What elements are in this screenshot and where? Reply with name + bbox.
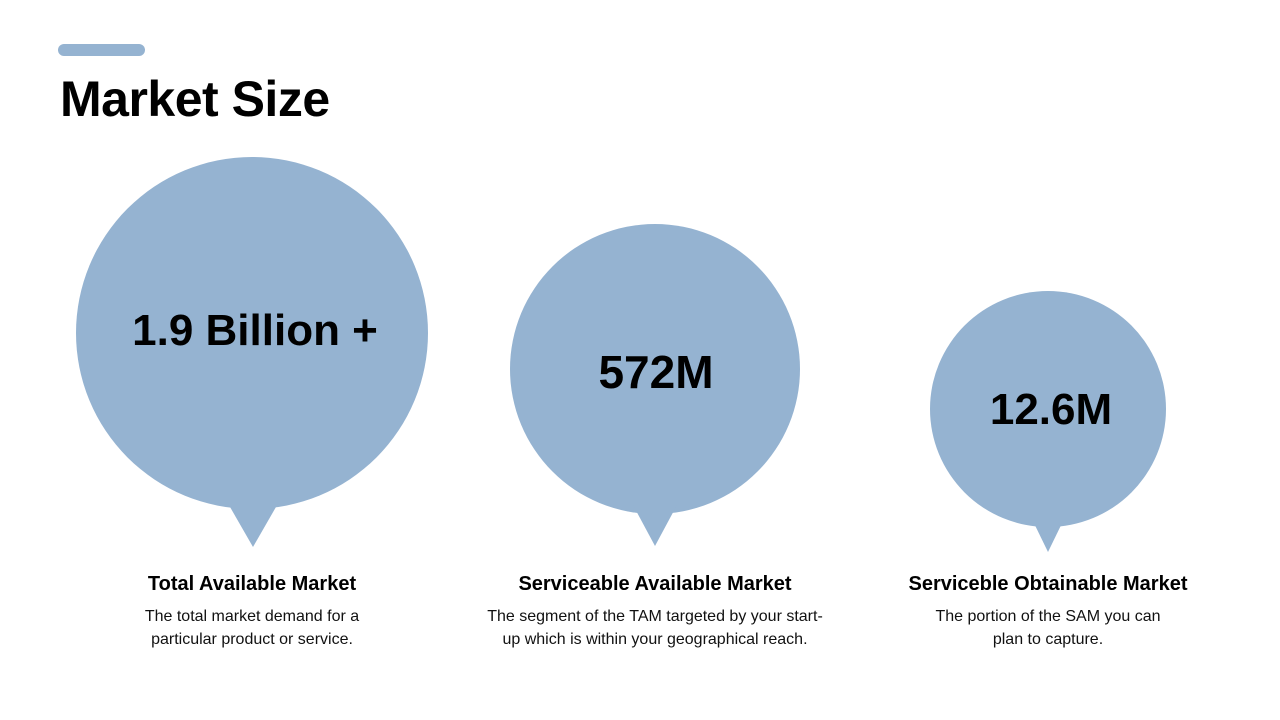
tam-description-line: particular product or service. [151, 631, 353, 648]
som-bubble [930, 291, 1166, 552]
tam-label-block: Total Available Market The total market … [52, 571, 452, 651]
title-accent-bar [58, 44, 145, 56]
sam-description-line: The segment of the TAM targeted by your … [487, 608, 823, 625]
som-description-line: The portion of the SAM you can [935, 608, 1161, 625]
som-label-block: Serviceble Obtainable Market The portion… [848, 571, 1248, 651]
sam-value: 572M [598, 346, 714, 398]
sam-label: Serviceable Available Market [518, 573, 792, 595]
som-value: 12.6M [989, 385, 1113, 434]
tam-description-line: The total market demand for a [144, 608, 360, 625]
tam-bubble [76, 157, 428, 547]
sam-description-line: up which is within your geographical rea… [502, 631, 808, 648]
tam-label: Total Available Market [147, 573, 357, 595]
page-title: Market Size [60, 71, 330, 127]
tam-description: The total market demand for a particular… [52, 605, 452, 651]
sam-bubble [510, 224, 800, 546]
som-description: The portion of the SAM you can plan to c… [848, 605, 1248, 651]
som-label: Serviceble Obtainable Market [908, 573, 1188, 595]
sam-label-block: Serviceable Available Market The segment… [435, 571, 875, 651]
tam-value: 1.9 Billion + [132, 306, 378, 355]
sam-description: The segment of the TAM targeted by your … [435, 605, 875, 651]
som-description-line: plan to capture. [992, 631, 1104, 648]
